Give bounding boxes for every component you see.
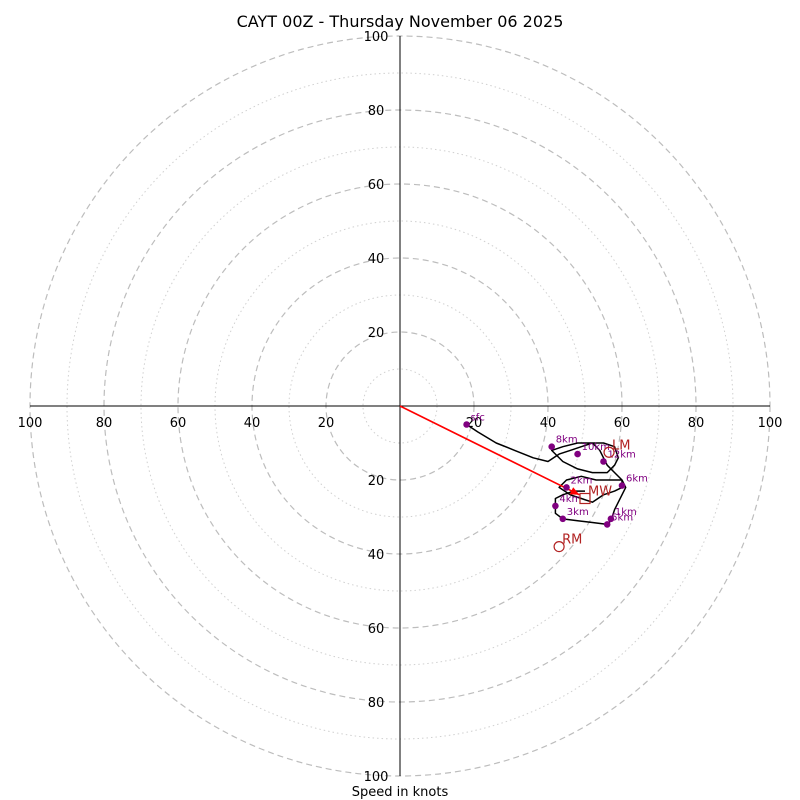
height-label-10km: 10km	[582, 442, 610, 453]
height-label-sfc: sfc	[471, 413, 485, 424]
height-label-3km: 3km	[567, 507, 589, 518]
tick-left-60: 60	[170, 416, 187, 431]
storm-motion-rm	[553, 540, 565, 553]
storm-motion-label-mw: MW	[588, 485, 612, 500]
tick-down-40: 40	[368, 548, 385, 563]
storm-motion-label-lm: LM	[612, 438, 630, 453]
height-label-6km: 6km	[626, 474, 648, 485]
chart-title: CAYT 00Z - Thursday November 06 2025	[237, 12, 564, 31]
tick-up-80: 80	[368, 104, 385, 119]
height-marker-5km	[603, 521, 611, 528]
tick-right-100: 100	[758, 416, 783, 431]
tick-left-80: 80	[96, 416, 113, 431]
height-marker-8km	[548, 443, 555, 451]
mean-wind-vector	[399, 405, 580, 496]
tick-up-40: 40	[368, 252, 385, 267]
storm-motion-label-rm: RM	[562, 533, 582, 548]
tick-down-80: 80	[368, 696, 385, 711]
height-marker-10km	[574, 450, 581, 458]
tick-right-60: 60	[614, 416, 631, 431]
tick-up-100: 100	[364, 30, 389, 45]
tick-right-40: 40	[540, 416, 557, 431]
hodograph-trace-group	[399, 405, 627, 526]
storm-motion-mw	[579, 492, 591, 505]
height-label-12km: 12km	[608, 450, 636, 461]
tick-up-20: 20	[368, 326, 385, 341]
storm-motion-lm	[603, 446, 615, 458]
height-label-1km: 1km	[615, 507, 637, 518]
tick-left-40: 40	[244, 416, 261, 431]
height-label-2km: 2km	[571, 475, 593, 486]
x-axis-label: Speed in knots	[352, 785, 449, 800]
tick-down-20: 20	[368, 474, 385, 489]
storm-motion-markers: LM MW RM	[553, 438, 631, 553]
height-label-5km: 5km	[611, 512, 633, 523]
height-marker-sfc	[463, 421, 470, 428]
tick-right-80: 80	[688, 416, 705, 431]
tick-up-60: 60	[368, 178, 385, 193]
tick-labels: 2020202040404040606060608080808010010010…	[18, 30, 783, 785]
tick-left-100: 100	[18, 416, 43, 431]
height-marker-3km	[559, 515, 567, 523]
height-marker-6km	[618, 482, 626, 489]
hodograph-trace	[466, 423, 627, 526]
tick-down-100: 100	[364, 770, 389, 785]
tick-down-60: 60	[368, 622, 385, 637]
tick-left-20: 20	[318, 416, 335, 431]
height-marker-2km	[563, 484, 570, 491]
height-label-4km: 4km	[559, 494, 581, 505]
height-label-8km: 8km	[556, 435, 578, 446]
height-marker-4km	[552, 502, 559, 510]
height-marker-1km	[607, 515, 615, 523]
mean-wind-arrowhead	[569, 487, 580, 495]
height-marker-12km	[600, 458, 607, 465]
